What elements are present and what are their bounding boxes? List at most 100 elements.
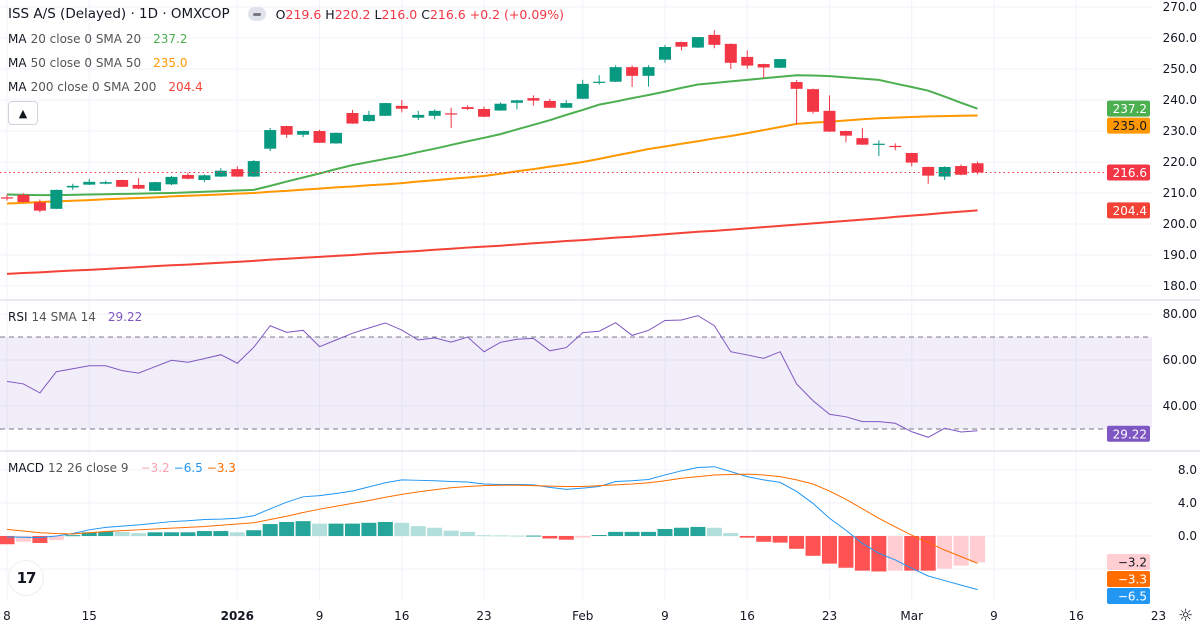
candle-body — [445, 113, 458, 115]
macd-histogram-bar — [756, 536, 772, 542]
candle-body — [428, 110, 441, 116]
macd-hist-value: −3.2 — [140, 461, 170, 475]
macd-histogram-bar — [213, 531, 229, 536]
time-axis-label: 23 — [476, 609, 491, 623]
candle — [17, 193, 30, 203]
low-value: 216.0 — [381, 6, 418, 22]
macd-histogram-bar — [476, 535, 492, 537]
candle-body — [165, 176, 178, 185]
rsi-line — [6, 315, 978, 438]
candle-body — [790, 82, 803, 89]
candle-body — [181, 175, 194, 179]
gear-icon[interactable]: ☼ — [1178, 606, 1194, 626]
price-axis-label: 200.0 — [1163, 217, 1197, 231]
rsi-name: RSI — [8, 310, 28, 324]
candle-body — [691, 37, 704, 48]
macd-histogram-bar — [591, 535, 607, 537]
price-axis-label: 210.0 — [1163, 186, 1197, 200]
candle — [379, 102, 392, 117]
candle-body — [66, 185, 79, 188]
macd-histogram-bar — [361, 522, 377, 536]
ma50-legend[interactable]: MA 50 close 0 SMA 50 235.0 — [8, 56, 187, 70]
candle — [889, 143, 902, 151]
macd-histogram-bar — [114, 531, 130, 536]
ma200-legend[interactable]: MA 200 close 0 SMA 200 204.4 — [8, 80, 203, 94]
ma-price-badge-bg — [1107, 100, 1150, 117]
symbol-title[interactable]: ISS A/S (Delayed) · 1D · OMXCOP — [8, 6, 230, 22]
macd-histogram-bar — [953, 536, 969, 566]
candle — [955, 164, 968, 176]
candle — [724, 43, 737, 69]
candle-body — [971, 163, 984, 173]
candle-body — [83, 181, 96, 185]
candle — [346, 109, 359, 124]
candle-body — [330, 132, 342, 144]
macd-histogram-bar — [279, 521, 295, 536]
candle — [856, 127, 869, 145]
candle-body — [527, 98, 540, 101]
price-axis-label: 270.0 — [1163, 0, 1197, 14]
candle — [609, 65, 622, 83]
candle — [445, 107, 458, 128]
candle — [297, 130, 310, 138]
candle — [461, 105, 474, 110]
macd-legend[interactable]: MACD 12 26 close 9 −3.2 −6.5 −3.3 — [8, 461, 236, 475]
macd-histogram-bar — [312, 523, 328, 536]
chevron-up-icon: ▲ — [18, 106, 28, 120]
candle — [478, 106, 491, 118]
candle — [132, 178, 145, 189]
rsi-params: 14 SMA 14 — [31, 310, 96, 324]
tradingview-logo[interactable]: 17 — [8, 560, 44, 596]
candle — [99, 180, 112, 185]
candle — [774, 59, 787, 69]
macd-signal-badge: −3.3 — [1118, 573, 1147, 587]
candle-body — [741, 56, 754, 66]
rsi-axis-label: 40.00 — [1163, 399, 1197, 413]
candle-body — [313, 131, 326, 143]
macd-histogram-bar — [262, 524, 278, 536]
macd-histogram-bar — [542, 536, 558, 539]
ma20-legend[interactable]: MA 20 close 0 SMA 20 237.2 — [8, 32, 187, 46]
candle — [1, 194, 13, 201]
macd-histogram-bar — [493, 535, 508, 537]
candle-body — [132, 184, 145, 189]
macd-axis-label: 4.0 — [1178, 496, 1197, 510]
ma-price-badge-bg — [1107, 202, 1150, 219]
collapse-legend-button[interactable]: ▲ — [8, 101, 38, 125]
candle — [708, 30, 721, 49]
candle-body — [50, 189, 63, 209]
candle — [543, 98, 556, 109]
candle — [576, 79, 589, 100]
macd-line-badge: −6.5 — [1118, 590, 1147, 604]
macd-histogram-bar — [246, 530, 262, 536]
candle — [510, 100, 523, 110]
rsi-legend[interactable]: RSI 14 SMA 14 29.22 — [8, 310, 142, 324]
macd-histogram-bar — [822, 536, 837, 564]
price-axis-label: 180.0 — [1163, 279, 1197, 293]
candle — [922, 166, 935, 184]
candle-body — [99, 182, 112, 184]
ma-price-badge: 204.4 — [1113, 204, 1147, 218]
macd-histogram-bar — [427, 527, 443, 536]
time-axis-label: 23 — [1151, 609, 1166, 623]
ohlc-readout: O219.6 H220.2 L216.0 C216.6 +0.2 (+0.09%… — [276, 7, 564, 22]
macd-histogram-bar — [48, 536, 64, 541]
candle-body — [17, 194, 30, 202]
candle — [790, 80, 803, 124]
price-axis-label: 190.0 — [1163, 248, 1197, 262]
macd-histogram-bar — [525, 535, 541, 537]
macd-name: MACD — [8, 461, 44, 475]
macd-histogram-bar — [706, 527, 722, 536]
minus-pill-icon[interactable] — [247, 7, 266, 21]
macd-histogram-bar — [410, 526, 426, 536]
macd-histogram-bar — [295, 521, 311, 536]
ma-price-badge: 237.2 — [1113, 102, 1147, 116]
candle-body — [823, 110, 836, 132]
close-label: C — [421, 6, 430, 22]
candle-body — [560, 103, 573, 108]
candle — [264, 127, 277, 152]
candle-body — [297, 131, 310, 135]
macd-histogram-bar — [443, 530, 459, 536]
price-axis-label: 250.0 — [1163, 62, 1197, 76]
